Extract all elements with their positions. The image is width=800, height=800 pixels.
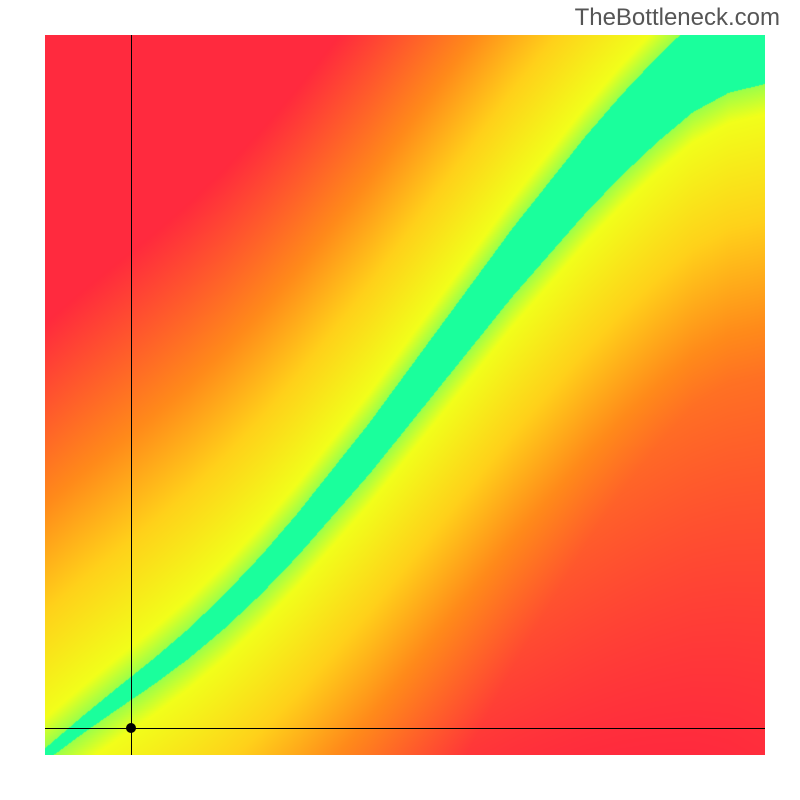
heatmap-chart <box>45 35 765 755</box>
chart-container: TheBottleneck.com <box>0 0 800 800</box>
crosshair-marker <box>126 723 136 733</box>
heatmap-canvas <box>45 35 765 755</box>
watermark-text: TheBottleneck.com <box>575 4 780 32</box>
